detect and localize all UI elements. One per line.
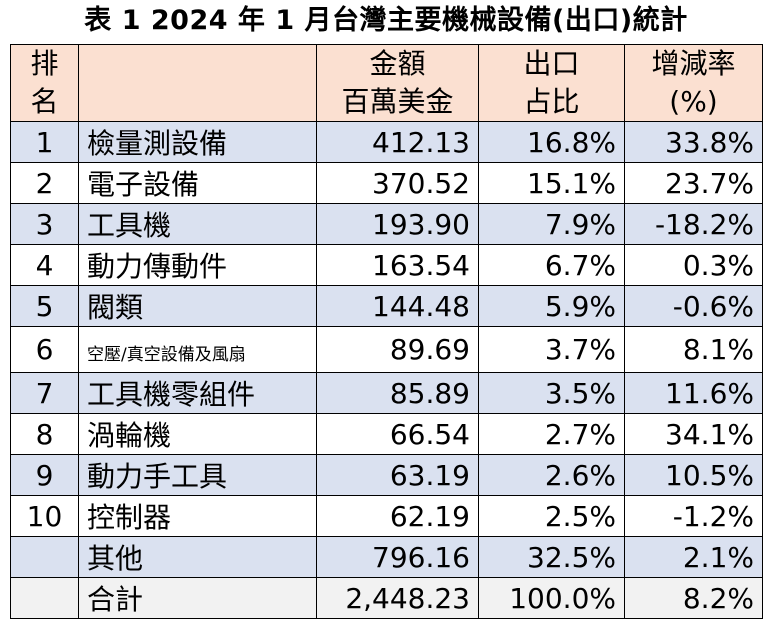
rank-cell: 3 xyxy=(10,203,79,245)
header-share-line2: 占比 xyxy=(478,83,625,122)
export-share-cell: 2.6% xyxy=(478,454,625,496)
table-title: 表 1 2024 年 1 月台灣主要機械設備(出口)統計 xyxy=(84,5,688,36)
export-share-cell: 32.5% xyxy=(478,536,625,578)
amount-cell: 66.54 xyxy=(316,413,479,455)
amount-cell: 144.48 xyxy=(316,285,479,327)
table-body: 1 檢量測設備 412.13 16.8% 33.8% 2 電子設備 370.52 15.1% 23… xyxy=(10,121,763,619)
export-share-cell: 7.9% xyxy=(478,203,625,245)
growth-rate-cell: -18.2% xyxy=(624,203,763,245)
table-row: 4 動力傳動件 163.54 6.7% 0.3% xyxy=(10,244,763,286)
growth-rate-cell: 23.7% xyxy=(624,162,763,204)
amount-cell: 193.90 xyxy=(316,203,479,245)
amount-cell: 2,448.23 xyxy=(316,577,479,619)
header-growth: 增減率 xyxy=(624,44,763,83)
table-row: 1 檢量測設備 412.13 16.8% 33.8% xyxy=(10,121,763,163)
table-row: 其他 796.16 32.5% 2.1% xyxy=(10,536,763,578)
header-row-1: 排 金額 出口 增減率 xyxy=(10,44,763,83)
item-name-cell: 控制器 xyxy=(78,495,317,537)
header-amount-unit: 百萬美金 xyxy=(316,83,479,122)
export-share-cell: 6.7% xyxy=(478,244,625,286)
table-row: 8 渦輪機 66.54 2.7% 34.1% xyxy=(10,413,763,455)
item-name-cell: 空壓/真空設備及風扇 xyxy=(78,326,317,373)
rank-cell: 10 xyxy=(10,495,79,537)
growth-rate-cell: -0.6% xyxy=(624,285,763,327)
item-name-cell: 其他 xyxy=(78,536,317,578)
item-name-cell: 動力手工具 xyxy=(78,454,317,496)
table-row: 9 動力手工具 63.19 2.6% 10.5% xyxy=(10,454,763,496)
item-name-cell: 工具機 xyxy=(78,203,317,245)
rank-cell: 2 xyxy=(10,162,79,204)
machinery-export-table: 排 金額 出口 增減率 名 百萬美金 占比 (%) 1 檢量測設備 412.13 16… xyxy=(10,44,763,619)
export-share-cell: 3.7% xyxy=(478,326,625,373)
export-share-cell: 5.9% xyxy=(478,285,625,327)
header-growth-unit: (%) xyxy=(624,83,763,122)
export-share-cell: 2.7% xyxy=(478,413,625,455)
amount-cell: 796.16 xyxy=(316,536,479,578)
header-item-line2 xyxy=(78,83,317,122)
item-name-cell: 動力傳動件 xyxy=(78,244,317,286)
table-row: 3 工具機 193.90 7.9% -18.2% xyxy=(10,203,763,245)
amount-cell: 85.89 xyxy=(316,372,479,414)
item-name-cell: 渦輪機 xyxy=(78,413,317,455)
rank-cell: 4 xyxy=(10,244,79,286)
rank-cell: 9 xyxy=(10,454,79,496)
header-item xyxy=(78,44,317,83)
rank-cell: 6 xyxy=(10,326,79,373)
item-name-cell: 電子設備 xyxy=(78,162,317,204)
export-share-cell: 16.8% xyxy=(478,121,625,163)
export-share-cell: 100.0% xyxy=(478,577,625,619)
growth-rate-cell: 0.3% xyxy=(624,244,763,286)
growth-rate-cell: 34.1% xyxy=(624,413,763,455)
item-name-cell: 檢量測設備 xyxy=(78,121,317,163)
export-share-cell: 3.5% xyxy=(478,372,625,414)
growth-rate-cell: 10.5% xyxy=(624,454,763,496)
rank-cell: 1 xyxy=(10,121,79,163)
growth-rate-cell: 8.1% xyxy=(624,326,763,373)
table-row: 2 電子設備 370.52 15.1% 23.7% xyxy=(10,162,763,204)
amount-cell: 412.13 xyxy=(316,121,479,163)
export-share-cell: 2.5% xyxy=(478,495,625,537)
rank-cell xyxy=(10,577,79,619)
table-row: 7 工具機零組件 85.89 3.5% 11.6% xyxy=(10,372,763,414)
rank-cell: 7 xyxy=(10,372,79,414)
amount-cell: 62.19 xyxy=(316,495,479,537)
growth-rate-cell: 2.1% xyxy=(624,536,763,578)
amount-cell: 63.19 xyxy=(316,454,479,496)
table-row: 6 空壓/真空設備及風扇 89.69 3.7% 8.1% xyxy=(10,326,763,373)
amount-cell: 163.54 xyxy=(316,244,479,286)
header-rank-line2: 名 xyxy=(10,83,79,122)
item-name-cell: 工具機零組件 xyxy=(78,372,317,414)
item-name-cell: 合計 xyxy=(78,577,317,619)
header-rank: 排 xyxy=(10,44,79,83)
growth-rate-cell: -1.2% xyxy=(624,495,763,537)
item-name-cell: 閥類 xyxy=(78,285,317,327)
rank-cell: 8 xyxy=(10,413,79,455)
rank-cell xyxy=(10,536,79,578)
growth-rate-cell: 33.8% xyxy=(624,121,763,163)
table-header: 排 金額 出口 增減率 名 百萬美金 占比 (%) xyxy=(10,44,763,122)
export-share-cell: 15.1% xyxy=(478,162,625,204)
header-share: 出口 xyxy=(478,44,625,83)
header-amount: 金額 xyxy=(316,44,479,83)
rank-cell: 5 xyxy=(10,285,79,327)
growth-rate-cell: 11.6% xyxy=(624,372,763,414)
growth-rate-cell: 8.2% xyxy=(624,577,763,619)
table-row: 5 閥類 144.48 5.9% -0.6% xyxy=(10,285,763,327)
amount-cell: 370.52 xyxy=(316,162,479,204)
table-row: 合計 2,448.23 100.0% 8.2% xyxy=(10,577,763,619)
table-row: 10 控制器 62.19 2.5% -1.2% xyxy=(10,495,763,537)
header-row-2: 名 百萬美金 占比 (%) xyxy=(10,83,763,122)
amount-cell: 89.69 xyxy=(316,326,479,373)
